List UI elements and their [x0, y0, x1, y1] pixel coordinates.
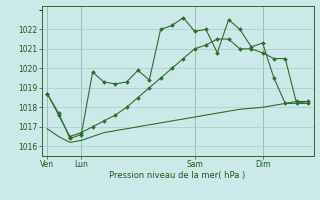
X-axis label: Pression niveau de la mer( hPa ): Pression niveau de la mer( hPa )	[109, 171, 246, 180]
